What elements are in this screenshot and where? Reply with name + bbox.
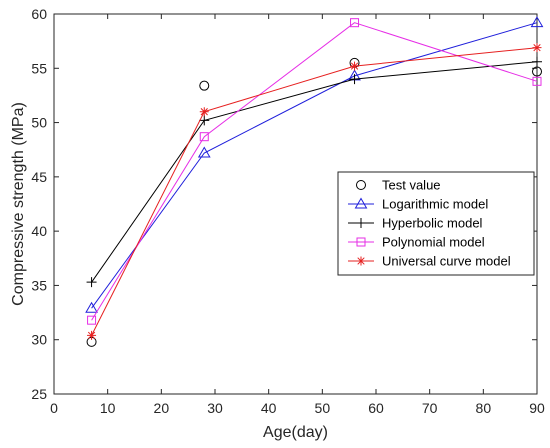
x-axis-title: Age(day): [263, 424, 328, 441]
series-3: [87, 18, 542, 325]
legend-item: Polynomial model: [348, 235, 485, 250]
data-point: [530, 16, 544, 28]
data-point: [532, 76, 542, 86]
legend-label: Universal curve model: [382, 254, 511, 269]
data-point: [532, 56, 542, 67]
data-point: [350, 18, 360, 28]
y-tick-label: 40: [31, 223, 47, 239]
legend-marker: [356, 218, 366, 228]
series-4: [87, 43, 542, 340]
y-tick-label: 35: [31, 277, 47, 293]
series-line: [91, 61, 538, 283]
x-tick-label: 20: [154, 400, 170, 416]
legend-marker: [356, 180, 366, 190]
y-tick-label: 50: [31, 115, 47, 131]
y-axis-ticks: 25 30 35 40 45 50 55 60: [31, 6, 537, 402]
x-tick-label: 60: [368, 400, 384, 416]
series-line: [91, 22, 538, 321]
legend-item: Universal curve model: [348, 254, 511, 269]
x-tick-label: 80: [476, 400, 492, 416]
legend-label: Logarithmic model: [382, 197, 488, 212]
legend-marker: [356, 237, 366, 247]
series-line: [91, 47, 538, 336]
x-axis-ticks: 0 10 20 30 40 50 60 70 80 90: [50, 14, 545, 416]
y-tick-label: 55: [31, 60, 47, 76]
data-point: [349, 74, 360, 85]
data-point: [199, 107, 209, 117]
legend-label: Test value: [382, 178, 441, 193]
legend-item: Hyperbolic model: [348, 216, 483, 231]
y-tick-label: 45: [31, 169, 47, 185]
data-point: [532, 66, 542, 77]
legend-marker: [354, 197, 368, 209]
data-point: [197, 146, 211, 158]
data-point: [86, 277, 97, 288]
legend-marker: [356, 256, 366, 266]
x-tick-label: 40: [261, 400, 277, 416]
series-layer: [85, 16, 544, 347]
series-2: [86, 56, 542, 288]
legend-label: Hyperbolic model: [382, 216, 483, 231]
legend-item: Logarithmic model: [348, 197, 488, 212]
data-point: [85, 301, 98, 313]
data-point: [350, 61, 360, 71]
y-axis-title: Compressive strength (MPa): [10, 102, 27, 306]
legend-item: Test value: [356, 178, 441, 193]
x-tick-label: 30: [207, 400, 223, 416]
data-point: [199, 80, 210, 91]
x-tick-label: 90: [529, 400, 545, 416]
x-tick-label: 10: [100, 400, 116, 416]
data-point: [199, 115, 210, 126]
legend-label: Polynomial model: [382, 235, 485, 250]
x-tick-label: 70: [422, 400, 438, 416]
x-tick-label: 50: [315, 400, 331, 416]
data-point: [199, 132, 209, 142]
series-line: [91, 22, 538, 309]
y-tick-label: 25: [31, 386, 47, 402]
y-tick-label: 30: [31, 332, 47, 348]
legend: Test value Logarithmic model Hyperbolic mo…: [337, 171, 535, 276]
data-point: [532, 43, 542, 53]
x-tick-label: 0: [50, 400, 58, 416]
data-point: [87, 330, 97, 340]
data-point: [87, 315, 97, 325]
y-tick-label: 60: [31, 6, 47, 22]
